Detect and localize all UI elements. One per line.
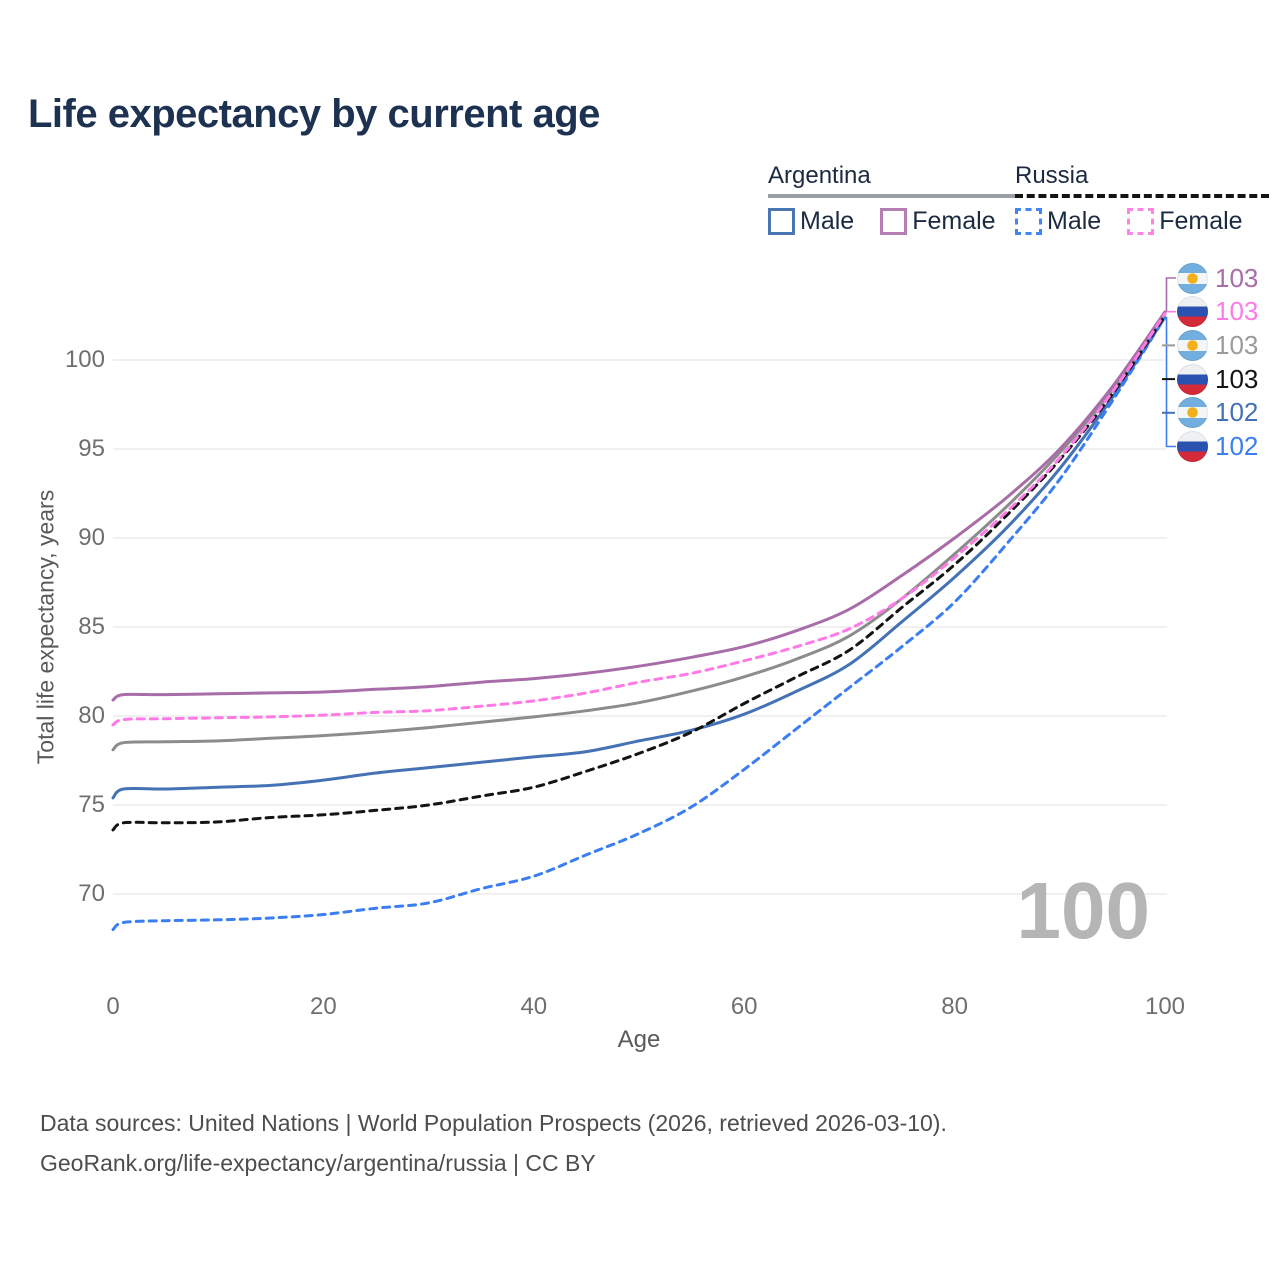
end-label-row: 102 bbox=[1177, 397, 1258, 429]
end-label-row: 103 bbox=[1177, 262, 1258, 294]
y-tick-label: 80 bbox=[78, 702, 105, 729]
x-axis-label: Age bbox=[617, 1026, 661, 1053]
line-argentina-both bbox=[111, 312, 1167, 752]
y-tick-label: 90 bbox=[78, 524, 105, 551]
legend-item-russia-female[interactable]: Female bbox=[1127, 207, 1243, 236]
end-value-label: 102 bbox=[1215, 431, 1259, 461]
end-label-row: 103 bbox=[1177, 363, 1258, 395]
legend-label: Male bbox=[1047, 207, 1102, 235]
y-tick-label: 85 bbox=[78, 613, 105, 640]
argentina-flag-icon bbox=[1177, 329, 1208, 361]
russia-flag-icon bbox=[1177, 431, 1208, 462]
x-tick-label: 100 bbox=[1144, 993, 1186, 1020]
page-title: Life expectancy by current age bbox=[28, 92, 600, 136]
end-value-label: 103 bbox=[1215, 329, 1259, 360]
x-tick-label: 20 bbox=[310, 993, 337, 1020]
legend-label: Male bbox=[800, 207, 855, 235]
x-tick-label: 40 bbox=[520, 993, 548, 1020]
argentina-solid-line-key bbox=[768, 194, 1022, 198]
end-value-label: 103 bbox=[1215, 262, 1259, 293]
end-value-label: 102 bbox=[1215, 397, 1259, 428]
y-tick-label: 75 bbox=[78, 791, 105, 818]
legend-country-russia[interactable]: Russia bbox=[1015, 162, 1089, 189]
legend-label: Female bbox=[1159, 207, 1243, 235]
x-tick-label: 0 bbox=[106, 993, 120, 1020]
leader-lines bbox=[1162, 277, 1176, 448]
russia-flag-icon bbox=[1177, 296, 1208, 328]
line-russia-female bbox=[111, 312, 1167, 727]
line-argentina-male bbox=[111, 315, 1167, 800]
line-russia-male bbox=[111, 315, 1167, 932]
end-label-row: 103 bbox=[1177, 296, 1258, 328]
y-tick-label: 70 bbox=[78, 880, 105, 907]
legend-country-argentina[interactable]: Argentina bbox=[768, 162, 871, 189]
footer-attribution: GeoRank.org/life-expectancy/argentina/ru… bbox=[40, 1150, 596, 1176]
russia-dashed-line-key bbox=[1015, 194, 1269, 198]
legend-group-argentina: Argentina Male Female bbox=[768, 162, 1022, 236]
legend-item-argentina-male[interactable]: Male bbox=[768, 207, 854, 236]
y-tick-label: 95 bbox=[78, 435, 105, 462]
footer-sources: Data sources: United Nations | World Pop… bbox=[40, 1110, 947, 1136]
x-tick-label: 80 bbox=[941, 993, 968, 1020]
end-value-label: 103 bbox=[1215, 363, 1259, 394]
legend-item-russia-male[interactable]: Male bbox=[1015, 207, 1101, 236]
argentina-female-swatch-icon bbox=[880, 208, 908, 235]
argentina-male-swatch-icon bbox=[768, 208, 795, 235]
argentina-flag-icon bbox=[1177, 262, 1208, 294]
russia-flag-icon bbox=[1177, 363, 1208, 395]
line-russia-both bbox=[111, 314, 1167, 832]
end-label-row: 102 bbox=[1177, 431, 1258, 463]
leader-russia-male bbox=[1165, 317, 1176, 448]
russia-male-swatch-icon bbox=[1015, 208, 1042, 235]
frame-counter: 100 bbox=[1017, 866, 1150, 955]
legend-label: Female bbox=[912, 207, 996, 235]
gridlines bbox=[113, 359, 1167, 895]
russia-female-swatch-icon bbox=[1127, 208, 1155, 235]
legend-group-russia: Russia Male Female bbox=[1015, 162, 1269, 236]
end-label-row: 103 bbox=[1177, 329, 1258, 361]
leader-argentina-female bbox=[1165, 277, 1176, 312]
series-lines bbox=[111, 310, 1167, 932]
end-value-label: 103 bbox=[1215, 296, 1259, 327]
line-argentina-female bbox=[111, 310, 1167, 702]
argentina-flag-icon bbox=[1177, 397, 1208, 429]
legend-item-argentina-female[interactable]: Female bbox=[880, 207, 996, 236]
y-tick-label: 100 bbox=[64, 346, 105, 373]
x-tick-label: 60 bbox=[730, 993, 758, 1020]
